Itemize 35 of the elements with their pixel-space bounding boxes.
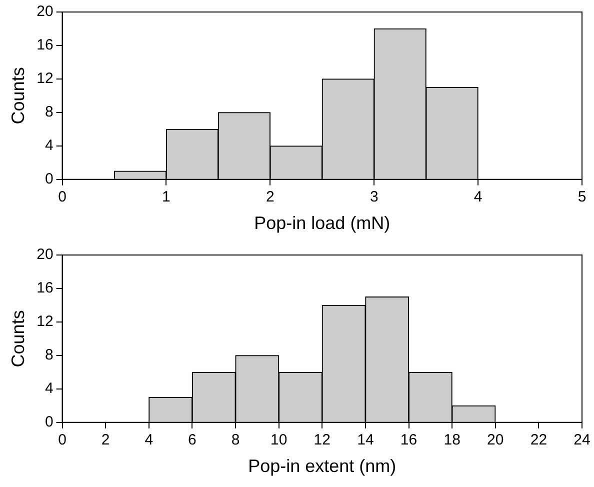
y-tick-label: 4 — [44, 137, 54, 154]
x-tick-label: 24 — [574, 432, 590, 449]
y-tick-label: 0 — [44, 170, 54, 188]
y-axis-title: Counts — [8, 310, 28, 368]
x-tick-label: 18 — [444, 432, 460, 449]
x-axis-title: Pop-in extent (nm) — [248, 456, 396, 476]
y-tick-label: 0 — [44, 414, 54, 431]
x-tick-label: 3 — [370, 188, 378, 206]
x-tick-label: 4 — [474, 188, 482, 206]
x-tick-label: 2 — [266, 188, 274, 206]
y-axis-title: Counts — [8, 67, 28, 124]
y-tick-label: 4 — [44, 380, 54, 398]
x-tick-label: 4 — [144, 432, 154, 449]
y-tick-label: 16 — [36, 36, 54, 54]
x-axis-title: Pop-in load (mN) — [254, 213, 390, 234]
x-tick-label: 12 — [314, 432, 330, 449]
y-tick-label: 16 — [36, 280, 54, 297]
y-tick-label: 20 — [36, 246, 54, 264]
x-tick-label: 1 — [162, 188, 170, 206]
y-tick-label: 8 — [44, 346, 54, 364]
y-tick-label: 20 — [36, 3, 54, 20]
x-tick-label: 16 — [400, 432, 418, 449]
x-tick-label: 0 — [58, 188, 66, 206]
x-tick-label: 22 — [530, 432, 548, 449]
x-tick-label: 0 — [58, 432, 66, 449]
x-tick-label: 5 — [578, 188, 586, 206]
y-tick-label: 8 — [44, 104, 54, 121]
y-tick-label: 12 — [36, 70, 54, 88]
x-tick-label: 20 — [487, 432, 504, 449]
x-tick-label: 2 — [101, 432, 110, 449]
y-tick-label: 12 — [36, 313, 54, 330]
x-tick-label: 6 — [188, 432, 196, 449]
x-tick-label: 8 — [231, 432, 240, 449]
x-tick-label: 14 — [357, 432, 374, 449]
x-tick-label: 10 — [270, 432, 288, 449]
